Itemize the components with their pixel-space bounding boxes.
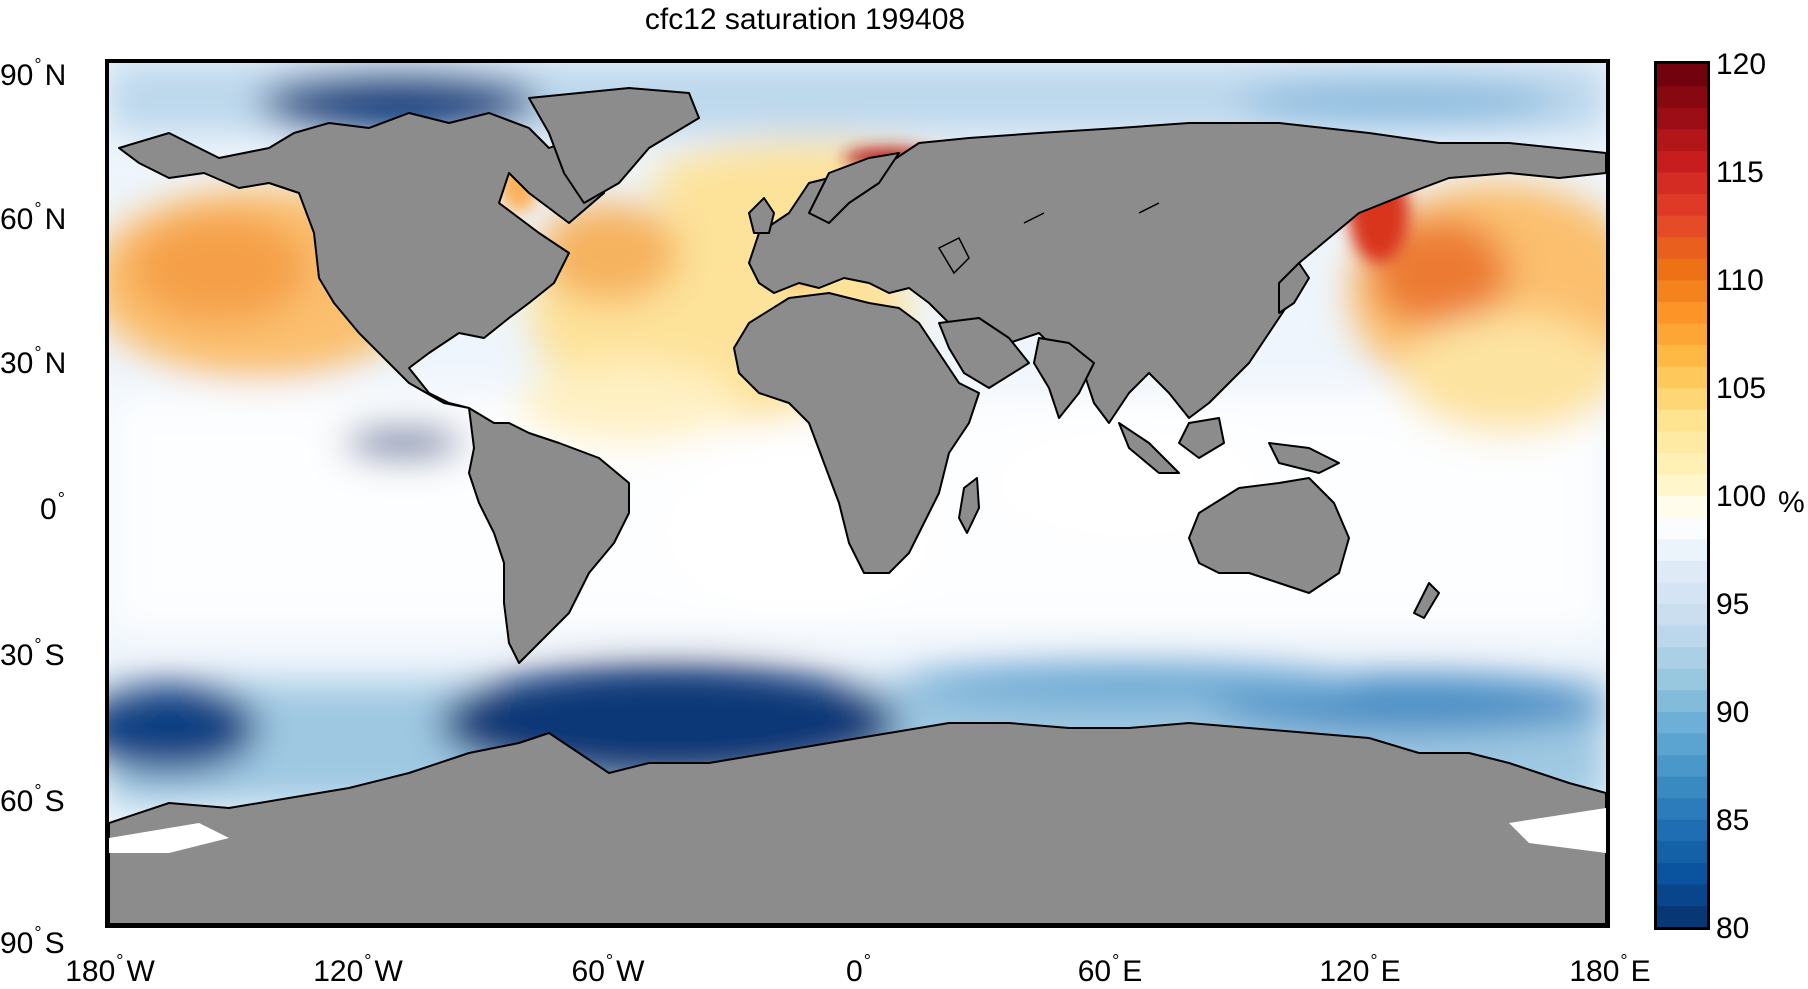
inland-water-outlines [937, 202, 1160, 275]
colorbar-segment [1657, 258, 1707, 281]
north-america [118, 112, 610, 409]
colorbar-segment [1657, 85, 1707, 108]
colorbar-segment [1657, 171, 1707, 195]
africa [733, 292, 980, 574]
colorbar-tick-90: 90 [1716, 696, 1750, 729]
colorbar-segment [1657, 646, 1707, 669]
lon-label-120e: 120° E [1319, 951, 1401, 988]
colorbar-segment [1657, 797, 1707, 820]
colorbar-segment [1657, 754, 1707, 777]
colorbar-segment [1657, 236, 1707, 259]
colorbar-segment [1657, 193, 1707, 216]
colorbar-segment [1657, 517, 1707, 540]
colorbar-segment [1657, 668, 1707, 691]
sumatra-java [1118, 422, 1180, 474]
colorbar-segment [1657, 732, 1707, 756]
colorbar-unit: % [1778, 486, 1805, 519]
colorbar-segment [1657, 840, 1707, 863]
colorbar-segment [1657, 322, 1707, 346]
australia [1188, 477, 1350, 594]
new-guinea [1268, 442, 1340, 474]
colorbar-segment [1657, 128, 1707, 151]
colorbar-segment [1657, 624, 1707, 648]
colorbar [1654, 61, 1710, 930]
colorbar-segment [1657, 883, 1707, 907]
lon-label-60w: 60° W [571, 951, 645, 988]
saturation-map [109, 63, 1606, 924]
map-panel [105, 59, 1610, 928]
greenland [528, 87, 700, 204]
colorbar-segment [1657, 279, 1707, 302]
colorbar-segment [1657, 344, 1707, 367]
borneo [1178, 417, 1225, 459]
colorbar-tick-85: 85 [1716, 804, 1750, 837]
sea-ice-patches [109, 808, 1606, 853]
lon-label-180w: 180° W [65, 951, 155, 988]
colorbar-segment [1657, 452, 1707, 475]
eurasia [748, 122, 1606, 424]
colorbar-segment [1657, 430, 1707, 453]
lat-label-equator: 0° [40, 489, 65, 526]
lon-label-120w: 120° W [313, 951, 403, 988]
colorbar-tick-115: 115 [1716, 156, 1764, 189]
colorbar-segment [1657, 107, 1707, 130]
japan [1278, 262, 1310, 314]
colorbar-tick-95: 95 [1716, 588, 1750, 621]
lon-label-60e: 60° E [1077, 951, 1143, 988]
lon-label-180e: 180° E [1569, 951, 1651, 988]
colorbar-segment [1657, 819, 1707, 842]
colorbar-segment [1657, 905, 1707, 927]
colorbar-segment [1657, 775, 1707, 799]
lat-label-60n: 60° N [0, 199, 67, 236]
colorbar-segment [1657, 538, 1707, 561]
colorbar-segment [1657, 387, 1707, 410]
south-america [468, 407, 630, 664]
colorbar-segment [1657, 473, 1707, 497]
map-title: cfc12 saturation 199408 [644, 3, 966, 36]
great-britain [748, 197, 775, 234]
colorbar-tick-110: 110 [1716, 264, 1764, 297]
colorbar-segment [1657, 862, 1707, 885]
colorbar-tick-80: 80 [1716, 912, 1750, 945]
colorbar-segment [1657, 366, 1707, 389]
lat-label-30s: 30° S [0, 635, 65, 672]
lat-label-60s: 60° S [0, 781, 65, 818]
colorbar-segment [1657, 150, 1707, 173]
lat-label-90s: 90° S [0, 923, 65, 960]
lat-label-30n: 30° N [0, 343, 67, 380]
arabia [938, 317, 1030, 389]
new-zealand [1413, 582, 1440, 619]
colorbar-segment [1657, 711, 1707, 734]
colorbar-segment [1657, 409, 1707, 432]
lon-label-0: 0° [846, 951, 871, 988]
colorbar-tick-100: 100 [1716, 480, 1767, 513]
madagascar [958, 477, 980, 534]
land-masses [109, 87, 1606, 924]
colorbar-segment [1657, 215, 1707, 238]
colorbar-tick-120: 120 [1716, 48, 1767, 81]
colorbar-segment [1657, 64, 1707, 87]
colorbar-segment [1657, 560, 1707, 583]
india [1033, 337, 1095, 419]
colorbar-segment [1657, 301, 1707, 324]
colorbar-segment [1657, 603, 1707, 626]
colorbar-gradient [1657, 64, 1707, 927]
antarctica [109, 722, 1606, 924]
colorbar-segment [1657, 495, 1707, 518]
colorbar-segment [1657, 689, 1707, 712]
scandinavia [808, 152, 900, 224]
colorbar-tick-105: 105 [1716, 372, 1767, 405]
lat-label-90n: 90° N [0, 55, 67, 92]
colorbar-segment [1657, 581, 1707, 604]
